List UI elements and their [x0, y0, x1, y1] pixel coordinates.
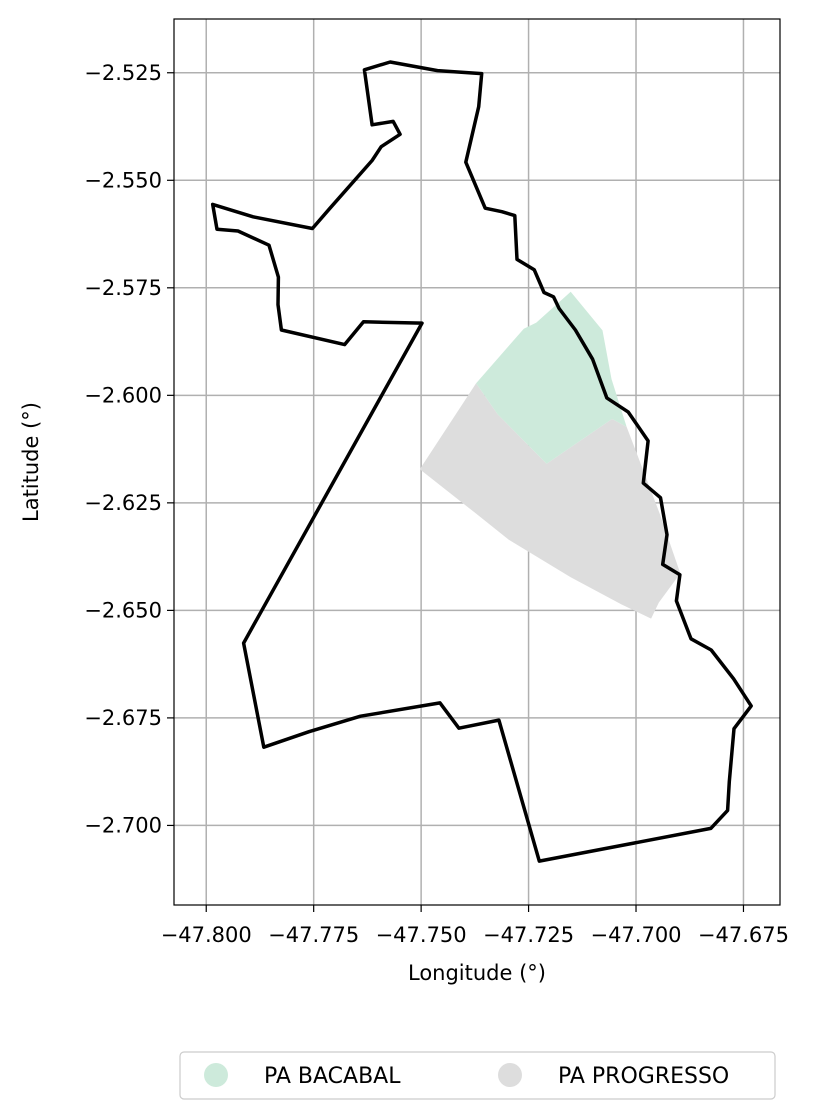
y-axis-label: Latitude (°) [19, 402, 43, 522]
x-axis-ticks: −47.800 −47.775 −47.750 −47.725 −47.700 −47.6… [161, 905, 789, 947]
legend: PA BACABAL PA PROGRESSO [179, 1051, 776, 1100]
area-pa-progresso [419, 383, 681, 619]
x-tick-label: −47.800 [161, 923, 252, 947]
map-areas [419, 291, 681, 619]
municipality-boundary [210, 60, 753, 863]
y-tick-label: −2.550 [84, 168, 162, 192]
legend-marker-pa-bacabal [204, 1063, 228, 1087]
y-tick-label: −2.700 [84, 813, 162, 837]
x-axis-label: Longitude (°) [408, 961, 546, 985]
y-tick-label: −2.675 [84, 706, 162, 730]
y-tick-label: −2.575 [84, 276, 162, 300]
area-pa-bacabal [476, 291, 627, 464]
y-tick-label: −2.600 [84, 383, 162, 407]
legend-label-pa-bacabal: PA BACABAL [264, 1064, 401, 1089]
legend-marker-pa-progresso [498, 1063, 522, 1087]
legend-label-pa-progresso: PA PROGRESSO [558, 1064, 729, 1089]
y-tick-label: −2.525 [84, 61, 162, 85]
y-axis-ticks: −2.525 −2.550 −2.575 −2.600 −2.625 −2.650 −2.6… [84, 61, 174, 837]
plot-frame [173, 18, 781, 906]
boundary-outline [210, 60, 753, 863]
x-tick-label: −47.725 [483, 923, 574, 947]
y-tick-label: −2.650 [84, 598, 162, 622]
x-tick-label: −47.750 [376, 923, 467, 947]
x-tick-label: −47.700 [590, 923, 681, 947]
y-tick-label: −2.625 [84, 491, 162, 515]
x-tick-label: −47.775 [268, 923, 359, 947]
x-tick-label: −47.675 [698, 923, 789, 947]
legend-box [179, 1051, 776, 1100]
